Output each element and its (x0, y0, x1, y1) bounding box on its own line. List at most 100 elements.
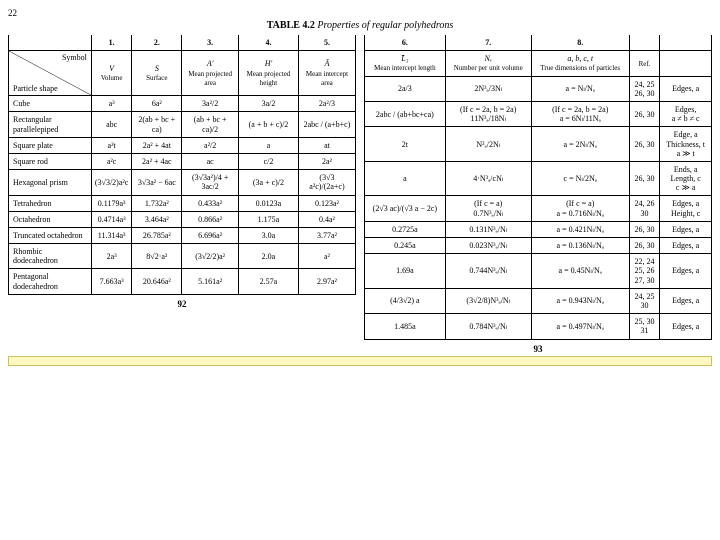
cell: 3√3a² − 6ac (132, 170, 182, 195)
right-half: 6.7.8. L̄₃Mean intercept lengthNᵥNumber p… (364, 35, 712, 354)
col-header: NᵥNumber per unit volume (445, 51, 531, 76)
bottom-highlight (8, 356, 712, 366)
cell: Square rod (9, 153, 92, 169)
cell: 0.2725a (365, 221, 446, 237)
cell: 2abc / (ab+bc+ca) (365, 101, 446, 126)
cell: 2a³ (91, 244, 131, 269)
col-header: L̄₃Mean intercept length (365, 51, 446, 76)
cell (629, 35, 660, 51)
cell: c/2 (239, 153, 299, 169)
cell: 0.1179a³ (91, 195, 131, 211)
cell: 1.732a² (132, 195, 182, 211)
cell: a²t (91, 137, 131, 153)
cell: 1.485a (365, 314, 446, 339)
cell: 8. (531, 35, 629, 51)
cell: (3√2/8)N³ₐ/Nₗ (445, 288, 531, 313)
cell: (3√2/2)a² (182, 244, 239, 269)
cell: 11.314a³ (91, 227, 131, 243)
cell: 26, 30 (629, 161, 660, 196)
cell: (3a + c)/2 (239, 170, 299, 195)
cell: c = Nₗ/2Nₐ (531, 161, 629, 196)
cell: Octahedron (9, 211, 92, 227)
cell: 22, 2425, 2627, 30 (629, 254, 660, 289)
cell: Edges, a (660, 314, 712, 339)
cell: 0.123a² (298, 195, 355, 211)
cell: Edges,a ≠ b ≠ c (660, 101, 712, 126)
cell: 7. (445, 35, 531, 51)
cell: 0.245a (365, 238, 446, 254)
cell: 3a/2 (239, 96, 299, 112)
col-header: VVolume (91, 51, 131, 96)
cell: 2(ab + bc + ca) (132, 112, 182, 137)
top-marker: 22 (8, 8, 712, 18)
cell: a (365, 161, 446, 196)
cell: 26.785a² (132, 227, 182, 243)
cell: (a + b + c)/2 (239, 112, 299, 137)
cell: a = 0.943Nₗ/Nₐ (531, 288, 629, 313)
cell: 7.663a³ (91, 269, 131, 294)
cell: (3√3 a²c)/(2a+c) (298, 170, 355, 195)
col-header: SSurface (132, 51, 182, 96)
cell: 2N³ₐ/3Nₗ (445, 76, 531, 101)
cell: Rectangular parallelepiped (9, 112, 92, 137)
cell: a (239, 137, 299, 153)
right-table: 6.7.8. L̄₃Mean intercept lengthNᵥNumber p… (364, 35, 712, 340)
cell: 6a² (132, 96, 182, 112)
cell: 24, 2530 (629, 288, 660, 313)
cell: 6. (365, 35, 446, 51)
cell: 1.175a (239, 211, 299, 227)
cell: a = 0.136Nₗ/Nₐ (531, 238, 629, 254)
cell: a = Nₗ/Nₐ (531, 76, 629, 101)
cell: 3.77a² (298, 227, 355, 243)
cell: 2a² (298, 153, 355, 169)
left-half: 1.2.3.4.5.SymbolParticle shapeVVolumeSSu… (8, 35, 356, 354)
cell: ac (182, 153, 239, 169)
cell: 0.744N³ₐ/Nₗ (445, 254, 531, 289)
cell: Ends, aLength, cc ≫ a (660, 161, 712, 196)
cell: 1. (91, 35, 131, 51)
cell: 4. (239, 35, 299, 51)
cell: Tetrahedron (9, 195, 92, 211)
cell: 25, 3031 (629, 314, 660, 339)
cell: Pentagonal dodecahedron (9, 269, 92, 294)
cell: (3√3a²)/4 + 3ac/2 (182, 170, 239, 195)
cell (9, 35, 92, 51)
cell: 8√2·a² (132, 244, 182, 269)
cell: 3.464a² (132, 211, 182, 227)
col-header: A′Mean projected area (182, 51, 239, 96)
cell: 26, 30 (629, 221, 660, 237)
cell: abc (91, 112, 131, 137)
cell: 3a²/2 (182, 96, 239, 112)
cell: Rhombic dodecahedron (9, 244, 92, 269)
cell: Hexagonal prism (9, 170, 92, 195)
cell: 0.131N³ₐ/Nₗ (445, 221, 531, 237)
col-header: a, b, c, tTrue dimensions of particles (531, 51, 629, 76)
cell: 0.4714a³ (91, 211, 131, 227)
cell: Truncated octahedron (9, 227, 92, 243)
cell: a = 2Nₗ/Nₐ (531, 127, 629, 162)
cell: Cube (9, 96, 92, 112)
col-header: Ref. (629, 51, 660, 76)
cell: 0.4a² (298, 211, 355, 227)
table-wrapper: 1.2.3.4.5.SymbolParticle shapeVVolumeSSu… (8, 35, 712, 354)
cell: Edges, a (660, 76, 712, 101)
cell: (If c = 2a, b = 2a)11N³ₐ/18Nₗ (445, 101, 531, 126)
cell: 2a² + 4ac (132, 153, 182, 169)
cell: (If c = a)0.7N³ₐ/Nₗ (445, 196, 531, 221)
col-header: H′Mean projected height (239, 51, 299, 96)
cell: Edges, a (660, 221, 712, 237)
cell: 2a/3 (365, 76, 446, 101)
col-header: ĀMean intercept area (298, 51, 355, 96)
cell: 6.696a² (182, 227, 239, 243)
cell: 2. (132, 35, 182, 51)
cell: a³ (91, 96, 131, 112)
cell: at (298, 137, 355, 153)
cell: a = 0.497Nₗ/Nₐ (531, 314, 629, 339)
cell: 0.784N³ₐ/Nₗ (445, 314, 531, 339)
cell: 0.0123a (239, 195, 299, 211)
cell (660, 35, 712, 51)
cell: 24, 2526, 30 (629, 76, 660, 101)
cell: 3. (182, 35, 239, 51)
caption-title: Properties of regular polyhedrons (317, 20, 453, 31)
cell: Edges, a (660, 288, 712, 313)
